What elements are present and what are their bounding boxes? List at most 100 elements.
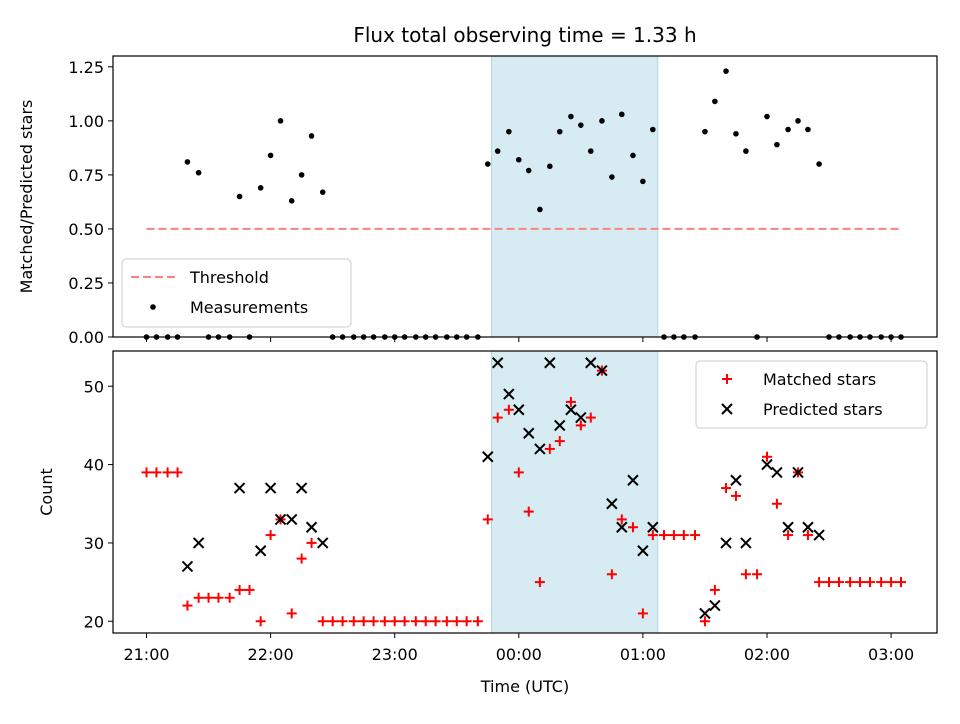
predicted-marker	[792, 466, 804, 479]
measurement-point	[515, 156, 522, 163]
matched-marker	[690, 530, 701, 541]
predicted-marker-b	[317, 537, 329, 549]
bottom-panel: 20 30 40 50 21:00 22:00 23:00 00:00 01:00 02:00 03…	[37, 350, 938, 696]
predicted-marker-b	[699, 607, 711, 620]
measurement-point	[506, 128, 512, 135]
matched-marker	[265, 530, 276, 541]
matched-marker	[296, 553, 307, 564]
matched-marker	[255, 616, 266, 627]
matched-marker	[896, 577, 907, 588]
y-axis-label: Matched/Predicted stars	[17, 100, 36, 294]
predicted-marker-b	[720, 537, 732, 549]
predicted-marker-b	[274, 513, 287, 526]
measurement-point	[640, 178, 646, 185]
y-tick-label: 1.25	[68, 58, 104, 77]
predicted-marker	[699, 607, 711, 620]
predicted-marker-b	[575, 411, 587, 424]
predicted-marker-b	[513, 404, 525, 416]
predicted-marker	[771, 466, 783, 479]
predicted-marker	[585, 357, 597, 369]
measurement-point	[723, 68, 729, 74]
predicted-marker	[305, 521, 318, 533]
predicted-marker	[761, 458, 773, 471]
predicted-marker	[192, 537, 205, 549]
matched-marker	[678, 530, 689, 541]
matched-marker	[534, 577, 545, 588]
predicted-marker	[782, 521, 794, 533]
matched-marker	[430, 616, 441, 627]
predicted-marker-b	[596, 364, 608, 377]
predicted-marker	[730, 474, 742, 486]
matched-marker	[709, 584, 720, 595]
y-tick-label: 20	[84, 612, 104, 631]
measurement-point	[774, 141, 780, 148]
matched-marker	[482, 514, 493, 525]
matched-marker	[699, 616, 710, 627]
matched-marker	[234, 584, 245, 595]
matched-marker	[544, 443, 555, 454]
predicted-marker	[482, 451, 494, 463]
predicted-marker	[740, 537, 752, 549]
measurement-point	[587, 148, 594, 154]
matched-marker	[864, 577, 875, 588]
matched-marker	[721, 483, 732, 494]
matched-marker	[824, 577, 835, 588]
measurement-point	[702, 128, 708, 135]
matched-marker	[358, 616, 369, 627]
matched-marker	[141, 467, 152, 478]
predicted-marker-b	[192, 537, 205, 549]
legend-measurement-swatch	[150, 304, 156, 310]
matched-marker	[337, 616, 348, 627]
matched-marker	[554, 436, 565, 447]
predicted-marker	[616, 521, 628, 533]
predicted-marker	[285, 513, 298, 526]
matched-marker	[647, 530, 658, 541]
predicted-marker	[575, 411, 587, 424]
top-panel: 0.00 0.25 0.50 0.75 1.00 1.25 Matched/Predicte…	[17, 55, 938, 347]
measurement-point	[568, 113, 574, 120]
highlight-span	[490, 350, 659, 634]
predicted-marker-b	[585, 357, 597, 369]
matched-marker	[203, 592, 214, 603]
measurement-point	[525, 167, 532, 174]
matched-marker	[162, 467, 173, 478]
measurement-point	[816, 161, 822, 167]
axes-frame	[112, 55, 938, 338]
predicted-marker-b	[637, 545, 649, 557]
legend-predicted-label: Predicted stars	[763, 400, 883, 419]
matched-marker	[441, 616, 452, 627]
matched-marker	[565, 396, 576, 407]
matched-marker	[855, 577, 866, 588]
y-tick-label: 0.75	[68, 166, 104, 185]
matched-marker	[513, 467, 524, 478]
matched-marker	[379, 616, 390, 627]
predicted-marker	[544, 357, 556, 369]
x-tick-label: 22:00	[248, 645, 294, 664]
y-tick-label: 0.00	[68, 328, 104, 347]
predicted-marker-b	[616, 521, 628, 533]
predicted-marker-b	[534, 443, 546, 455]
y-tick-label: 30	[84, 534, 104, 553]
chart-title: Flux total observing time = 1.33 h	[353, 23, 696, 47]
measurement-point	[277, 118, 284, 124]
matched-marker	[627, 522, 638, 533]
matched-marker	[730, 490, 741, 501]
x-tick-label: 00:00	[496, 645, 542, 664]
predicted-marker-b	[740, 537, 752, 549]
predicted-marker-b	[295, 482, 308, 494]
predicted-marker	[523, 427, 535, 439]
y-tick-label: 1.00	[68, 112, 104, 131]
measurement-point	[484, 161, 491, 167]
x-tick-label: 02:00	[744, 645, 790, 664]
legend: Matched stars Predicted stars	[695, 360, 928, 429]
measurement-point	[599, 118, 605, 124]
matched-marker	[368, 616, 379, 627]
predicted-marker	[802, 521, 814, 533]
predicted-marker	[513, 404, 525, 416]
matched-marker	[616, 514, 627, 525]
predicted-marker	[295, 482, 308, 494]
measurement-point	[618, 111, 625, 118]
measurement-point	[630, 152, 636, 159]
matched-marker	[802, 530, 813, 541]
